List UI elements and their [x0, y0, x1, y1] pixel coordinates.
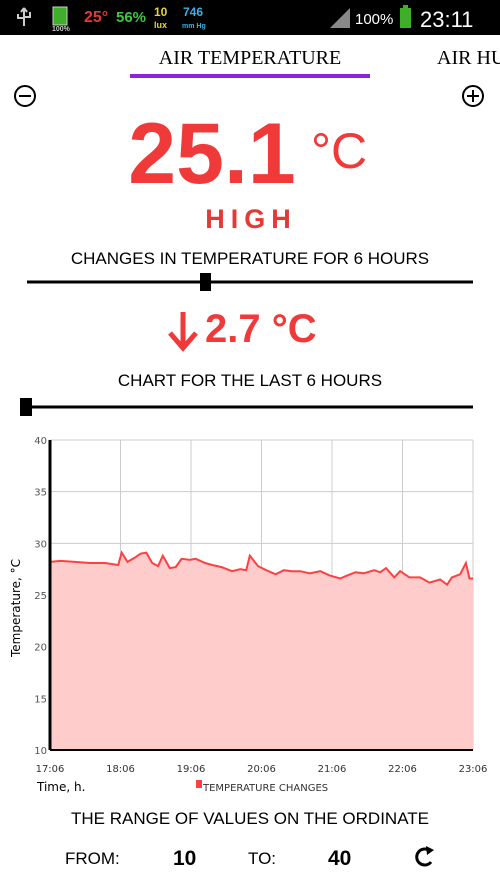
status-light: 10 [154, 5, 168, 19]
usb-icon [17, 7, 31, 26]
signal-icon [330, 8, 350, 28]
plus-button[interactable] [462, 85, 484, 107]
status-light-unit: lux [154, 20, 167, 30]
minus-button[interactable] [14, 85, 36, 107]
from-value[interactable]: 10 [173, 847, 196, 870]
status-humidity: 56% [116, 9, 146, 26]
x-tick-label: 21:06 [318, 764, 347, 775]
battery-small-label: 100% [52, 26, 71, 33]
reading-value: 25.1 [128, 106, 295, 202]
to-label: TO: [248, 849, 276, 868]
x-axis-label: Time, h. [36, 780, 85, 794]
line [49, 550, 473, 587]
change-caption: CHANGES IN TEMPERATURE FOR 6 HOURS [71, 249, 429, 268]
slider-thumb[interactable] [20, 398, 32, 416]
legend-swatch [196, 780, 202, 788]
range-caption: THE RANGE OF VALUES ON THE ORDINATE [71, 809, 429, 828]
status-pressure: 746 [183, 5, 203, 19]
x-tick-label: 23:06 [459, 764, 488, 775]
to-value[interactable]: 40 [328, 847, 351, 870]
x-tick-label: 19:06 [177, 764, 206, 775]
x-tick-label: 20:06 [247, 764, 276, 775]
reading-unit: °C [311, 123, 367, 179]
x-tick-label: 18:06 [106, 764, 135, 775]
area [50, 552, 473, 750]
x-tick-label: 17:06 [36, 764, 65, 775]
change-value: 2.7 °C [205, 307, 317, 351]
status-battery: 100% [355, 11, 393, 28]
tab-indicator [130, 74, 370, 78]
status-temperature: 25° [84, 9, 108, 26]
tab[interactable]: AIR HU [437, 47, 500, 69]
y-tick-label: 15 [34, 694, 47, 705]
y-axis-label: Temperature, °C [9, 559, 23, 658]
x-tick-label: 22:06 [388, 764, 417, 775]
y-tick-label: 25 [34, 591, 47, 602]
y-tick-label: 35 [34, 488, 47, 499]
status-pressure-unit: mm Hg [182, 23, 206, 30]
reading-level: HIGH [205, 204, 297, 234]
chart-caption: CHART FOR THE LAST 6 HOURS [118, 371, 382, 390]
y-tick-label: 20 [34, 643, 47, 654]
status-time: 23:11 [420, 7, 473, 32]
y-tick-label: 30 [34, 539, 47, 550]
y-tick-label: 10 [34, 746, 47, 757]
down-arrow [168, 312, 198, 352]
from-label: FROM: [65, 849, 120, 868]
legend-label: TEMPERATURE CHANGES [202, 783, 328, 794]
tab-active[interactable]: AIR TEMPERATURE [159, 47, 341, 69]
battery-small-icon [52, 6, 68, 26]
battery-icon [400, 8, 411, 28]
chart: 10 15 20 25 30 35 40 17:06 18:06 19:06 20:06 21:06 2… [9, 436, 487, 794]
battery-cap [403, 5, 408, 8]
slider-thumb[interactable] [200, 273, 211, 291]
status-bar [0, 0, 500, 35]
refresh-button[interactable] [415, 846, 434, 867]
y-tick-label: 40 [34, 436, 47, 447]
